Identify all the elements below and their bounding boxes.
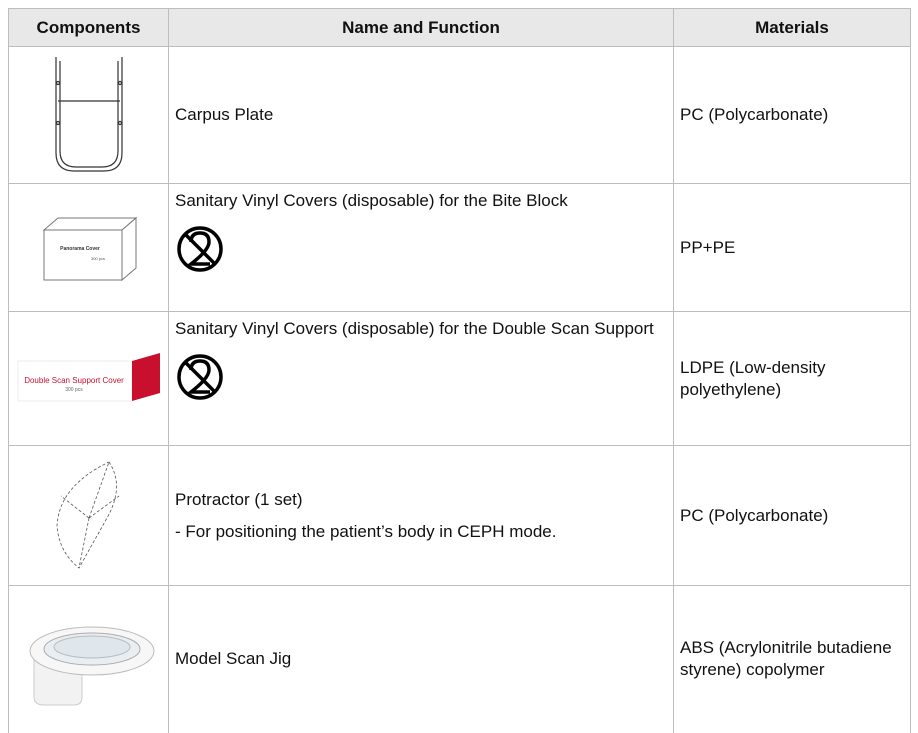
material-cell: LDPE (Low-density polyethylene) bbox=[673, 311, 911, 446]
component-image: Panorama Cover 300 pcs bbox=[8, 183, 169, 312]
box-label: Panorama Cover bbox=[60, 246, 100, 252]
name-cell: Sanitary Vinyl Covers (disposable) for t… bbox=[168, 183, 674, 312]
header-row: Components Name and Function Materials bbox=[8, 8, 911, 47]
name-text: Sanitary Vinyl Covers (disposable) for t… bbox=[175, 319, 654, 338]
header-cell: Materials bbox=[673, 8, 911, 47]
row: Double Scan Support Cover 300 pcs Sanita… bbox=[8, 311, 911, 446]
name-cell: Carpus Plate bbox=[168, 46, 674, 184]
header-cell: Name and Function bbox=[168, 8, 674, 47]
row: Model Scan Jig ABS (Acrylonitrile butadi… bbox=[8, 585, 911, 733]
material-cell: PP+PE bbox=[673, 183, 911, 312]
component-image: Double Scan Support Cover 300 pcs bbox=[8, 311, 169, 446]
component-image bbox=[8, 46, 169, 184]
name-text: Sanitary Vinyl Covers (disposable) for t… bbox=[175, 191, 568, 210]
cover-box-icon: Panorama Cover 300 pcs bbox=[42, 216, 137, 281]
material-cell: PC (Polycarbonate) bbox=[673, 445, 911, 586]
material-cell: PC (Polycarbonate) bbox=[673, 46, 911, 184]
material-cell: ABS (Acrylonitrile butadiene styrene) co… bbox=[673, 585, 911, 733]
name-cell: Model Scan Jig bbox=[168, 585, 674, 733]
do-not-reuse-icon bbox=[177, 226, 223, 272]
header-cell: Components bbox=[8, 8, 169, 47]
name-text: - For positioning the patient’s body in … bbox=[175, 521, 557, 541]
row: Protractor (1 set) - For positioning the… bbox=[8, 445, 911, 586]
box-label: Double Scan Support Cover bbox=[24, 376, 124, 385]
box-label: 300 pcs bbox=[90, 256, 104, 261]
box-label: 300 pcs bbox=[65, 387, 83, 393]
name-cell: Sanitary Vinyl Covers (disposable) for t… bbox=[168, 311, 674, 446]
protractor-icon bbox=[56, 460, 119, 569]
components-table: Components Name and Function Materials C… bbox=[8, 8, 911, 733]
name-cell: Protractor (1 set) - For positioning the… bbox=[168, 445, 674, 586]
name-text: Carpus Plate bbox=[175, 105, 274, 124]
name-text: Protractor (1 set) bbox=[175, 489, 303, 509]
row: Panorama Cover 300 pcs Sanitary Vinyl Co… bbox=[8, 183, 911, 312]
do-not-reuse-icon bbox=[177, 354, 223, 400]
component-image bbox=[8, 445, 169, 586]
cover-box-icon: Double Scan Support Cover 300 pcs bbox=[17, 352, 160, 401]
carpus-plate-icon bbox=[54, 56, 123, 172]
row: Carpus Plate PC (Polycarbonate) bbox=[8, 46, 911, 184]
component-image bbox=[8, 585, 169, 733]
scan-jig-icon bbox=[29, 626, 154, 706]
name-text: Model Scan Jig bbox=[175, 649, 292, 669]
